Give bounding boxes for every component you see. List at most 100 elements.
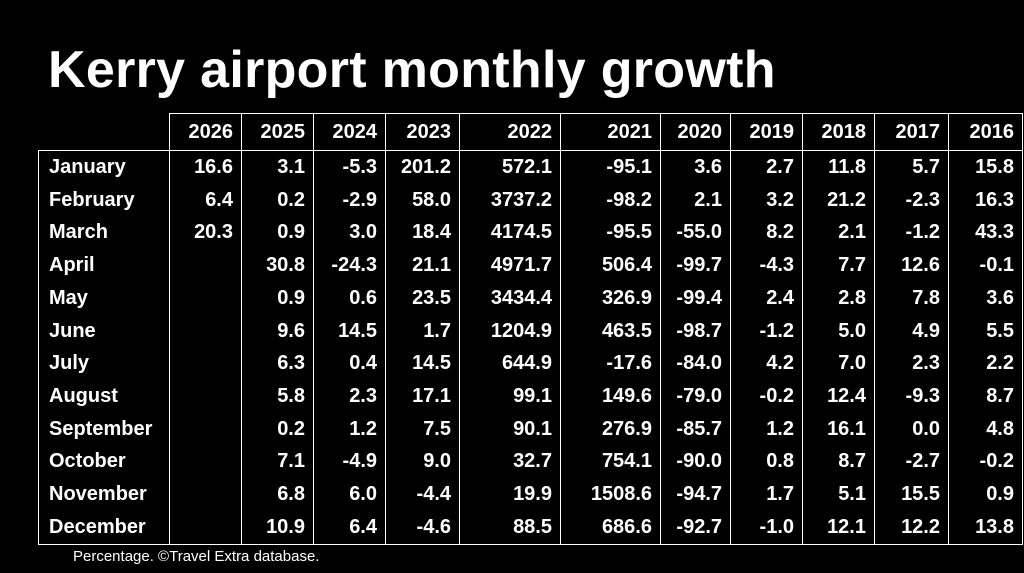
value-cell: 0.2 (241, 412, 314, 446)
value-cell: 644.9 (459, 347, 561, 381)
value-cell (169, 347, 242, 381)
value-cell: 0.6 (313, 282, 386, 315)
value-cell: -9.3 (874, 380, 949, 413)
value-cell: -94.7 (660, 478, 731, 511)
value-cell: 276.9 (560, 412, 661, 446)
value-cell: 201.2 (385, 150, 460, 184)
table-row: December 10.9 6.4 -4.6 88.5 686.6 -92.7 -1.0 12.… (38, 510, 1023, 545)
value-cell: -99.7 (660, 249, 731, 283)
value-cell: -99.4 (660, 282, 731, 315)
footnote: Percentage. ©Travel Extra database. (73, 548, 320, 565)
value-cell: 43.3 (948, 216, 1023, 250)
header-row: 2026 2025 2024 2023 2022 2021 2020 2019 … (38, 113, 1023, 151)
year-header: 2026 (169, 113, 242, 151)
year-header: 2016 (948, 113, 1023, 151)
table-body: January 16.6 3.1 -5.3 201.2 572.1 -95.1 3.6 2.7 1… (38, 150, 1023, 545)
year-header: 2020 (660, 113, 731, 151)
value-cell: 6.4 (313, 510, 386, 545)
value-cell (169, 510, 242, 545)
value-cell: 7.8 (874, 282, 949, 315)
month-label: March (38, 216, 170, 250)
value-cell: 10.9 (241, 510, 314, 545)
value-cell: -95.5 (560, 216, 661, 250)
year-header: 2019 (730, 113, 803, 151)
value-cell: 19.9 (459, 478, 561, 511)
value-cell: 58.0 (385, 183, 460, 217)
value-cell: -24.3 (313, 249, 386, 283)
year-header: 2022 (459, 113, 561, 151)
value-cell: -1.2 (730, 314, 803, 348)
value-cell: 463.5 (560, 314, 661, 348)
month-label: January (38, 150, 170, 184)
value-cell: 149.6 (560, 380, 661, 413)
value-cell: 2.7 (730, 150, 803, 184)
year-header: 2024 (313, 113, 386, 151)
month-label: November (38, 478, 170, 511)
value-cell: -1.0 (730, 510, 803, 545)
year-header: 2017 (874, 113, 949, 151)
value-cell: 5.5 (948, 314, 1023, 348)
value-cell: 32.7 (459, 445, 561, 479)
year-header: 2025 (241, 113, 314, 151)
value-cell: 88.5 (459, 510, 561, 545)
value-cell (169, 412, 242, 446)
value-cell: 12.4 (802, 380, 875, 413)
month-label: May (38, 282, 170, 315)
value-cell: 13.8 (948, 510, 1023, 545)
value-cell: 17.1 (385, 380, 460, 413)
value-cell: 4.8 (948, 412, 1023, 446)
value-cell: 2.3 (313, 380, 386, 413)
value-cell: 2.1 (660, 183, 731, 217)
value-cell: -90.0 (660, 445, 731, 479)
value-cell (169, 282, 242, 315)
value-cell: 12.2 (874, 510, 949, 545)
value-cell: 2.4 (730, 282, 803, 315)
value-cell: 572.1 (459, 150, 561, 184)
value-cell: -4.9 (313, 445, 386, 479)
value-cell: -4.6 (385, 510, 460, 545)
value-cell: 9.0 (385, 445, 460, 479)
value-cell: 6.0 (313, 478, 386, 511)
month-label: December (38, 510, 170, 545)
value-cell: 1.2 (730, 412, 803, 446)
table-row: August 5.8 2.3 17.1 99.1 149.6 -79.0 -0.2 12.4 -9… (38, 380, 1023, 413)
value-cell: 0.9 (948, 478, 1023, 511)
value-cell: 15.5 (874, 478, 949, 511)
value-cell: -84.0 (660, 347, 731, 381)
month-label: July (38, 347, 170, 381)
value-cell: 18.4 (385, 216, 460, 250)
value-cell: 7.0 (802, 347, 875, 381)
value-cell: 20.3 (169, 216, 242, 250)
value-cell: 11.8 (802, 150, 875, 184)
value-cell: 1.7 (385, 314, 460, 348)
value-cell (169, 380, 242, 413)
value-cell: -4.4 (385, 478, 460, 511)
month-label: April (38, 249, 170, 283)
value-cell: -85.7 (660, 412, 731, 446)
value-cell: 7.1 (241, 445, 314, 479)
month-label: September (38, 412, 170, 446)
value-cell: 6.4 (169, 183, 242, 217)
month-label: June (38, 314, 170, 348)
value-cell: 7.5 (385, 412, 460, 446)
value-cell (169, 478, 242, 511)
value-cell: 3.6 (660, 150, 731, 184)
value-cell: 754.1 (560, 445, 661, 479)
value-cell: -2.3 (874, 183, 949, 217)
value-cell: 0.8 (730, 445, 803, 479)
value-cell: 5.1 (802, 478, 875, 511)
table-row: March 20.3 0.9 3.0 18.4 4174.5 -95.5 -55.0 8.2 2.… (38, 216, 1023, 250)
table-row: February 6.4 0.2 -2.9 58.0 3737.2 -98.2 2.1 3.2 2… (38, 183, 1023, 217)
value-cell: -0.2 (948, 445, 1023, 479)
value-cell: 23.5 (385, 282, 460, 315)
value-cell: -98.7 (660, 314, 731, 348)
value-cell: 4174.5 (459, 216, 561, 250)
year-header: 2023 (385, 113, 460, 151)
value-cell: 16.1 (802, 412, 875, 446)
value-cell: 90.1 (459, 412, 561, 446)
value-cell: -95.1 (560, 150, 661, 184)
value-cell: 326.9 (560, 282, 661, 315)
value-cell: 0.2 (241, 183, 314, 217)
value-cell: 6.3 (241, 347, 314, 381)
value-cell: 9.6 (241, 314, 314, 348)
